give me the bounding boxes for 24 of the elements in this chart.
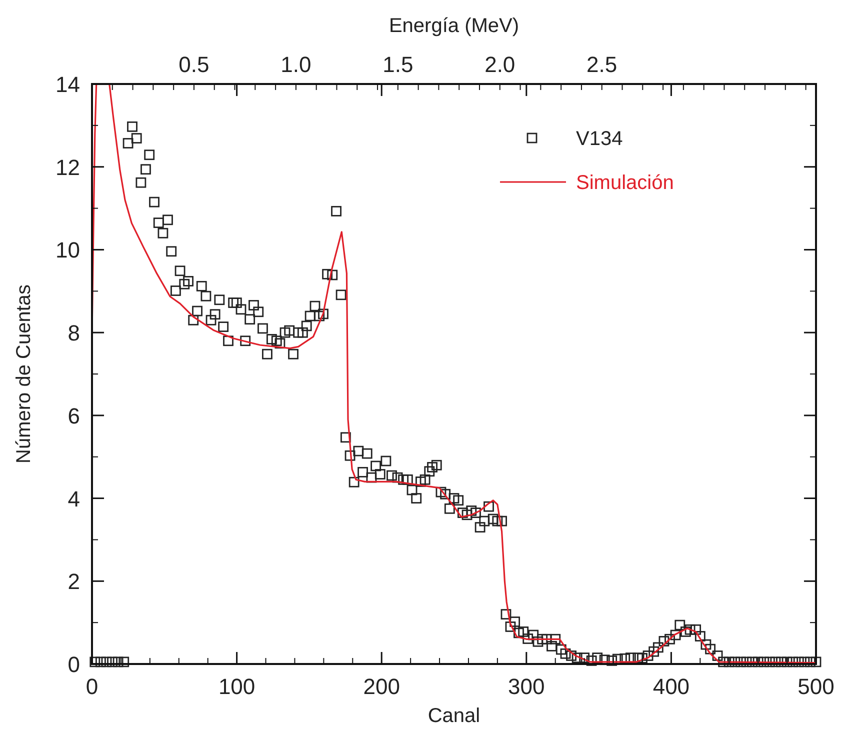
legend-label: Simulación bbox=[576, 172, 674, 194]
x2-axis-title: Energía (MeV) bbox=[388, 15, 520, 37]
x2-tick-label: 0.5 bbox=[178, 52, 210, 77]
y-tick-label: 10 bbox=[56, 238, 80, 263]
x-tick-label: 400 bbox=[652, 674, 690, 699]
y-tick-label: 6 bbox=[68, 403, 80, 428]
x-tick-label: 100 bbox=[218, 674, 256, 699]
y-tick-label: 0 bbox=[68, 652, 80, 677]
y-axis-title: Número de Cuentas bbox=[13, 284, 35, 464]
x2-tick-label: 2.0 bbox=[484, 52, 516, 77]
legend-label: V134 bbox=[576, 128, 623, 150]
y-tick-label: 8 bbox=[68, 320, 80, 346]
y-tick-label: 14 bbox=[56, 72, 80, 97]
y-tick-label: 4 bbox=[68, 486, 80, 512]
x-tick-label: 500 bbox=[798, 674, 834, 699]
x-tick-label: 200 bbox=[363, 674, 400, 699]
x2-tick-label: 1.0 bbox=[280, 52, 312, 77]
y-tick-label: 2 bbox=[68, 569, 80, 594]
x-tick-label: 300 bbox=[508, 674, 545, 699]
y-tick-label: 12 bbox=[56, 154, 80, 180]
x-axis-title: Canal bbox=[428, 705, 480, 727]
x2-tick-label: 1.5 bbox=[382, 52, 414, 77]
x2-tick-label: 2.5 bbox=[586, 52, 618, 77]
x-tick-label: 0 bbox=[86, 674, 98, 699]
